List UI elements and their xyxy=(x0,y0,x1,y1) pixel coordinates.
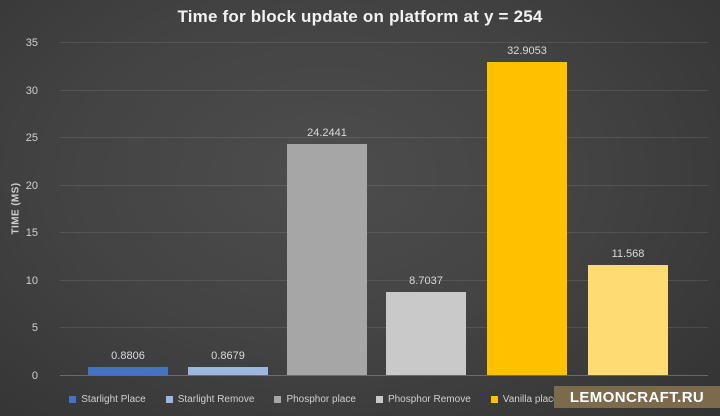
y-tick-label-35: 35 xyxy=(25,37,38,49)
bar-value-label-starlight-place: 0.8806 xyxy=(111,349,145,362)
legend-label: Phosphor place xyxy=(286,394,356,405)
bar-value-label-starlight-remove: 0.8679 xyxy=(211,349,245,362)
bar-phosphor-place xyxy=(287,144,367,375)
bar-starlight-place xyxy=(88,366,168,375)
watermark-badge: LEMONCRAFT.RU xyxy=(554,386,720,408)
y-axis-tick-labels: 0 5 10 15 20 25 30 35 xyxy=(0,0,42,416)
legend-marker-icon xyxy=(69,396,77,403)
gridline-5 xyxy=(60,327,708,329)
bar-vanilla-place xyxy=(487,61,567,375)
legend-marker-icon xyxy=(274,396,282,403)
legend-label: Starlight Place xyxy=(81,394,146,405)
legend-marker-icon xyxy=(375,396,383,403)
gridline-35 xyxy=(60,42,708,43)
legend-item-vanilla-place: Vanilla place xyxy=(490,394,559,405)
legend-item-starlight-remove: Starlight Remove xyxy=(165,394,255,405)
y-tick-label-10: 10 xyxy=(25,274,38,287)
y-tick-label-30: 30 xyxy=(25,84,38,97)
legend-item-phosphor-remove: Phosphor Remove xyxy=(375,394,471,405)
bar-value-label-series-6: 11.568 xyxy=(611,247,645,260)
legend-label: Starlight Remove xyxy=(177,394,255,405)
gridline-30 xyxy=(60,89,708,91)
bar-phosphor-remove xyxy=(386,292,466,375)
bar-value-label-vanilla-place: 32.9053 xyxy=(507,44,547,57)
plot-area: 0.8806 0.8679 24.2441 8.7037 32.9053 11.568 xyxy=(60,42,708,376)
legend-item-starlight-place: Starlight Place xyxy=(69,394,146,405)
gridline-0 xyxy=(60,375,708,376)
bar-series-6 xyxy=(588,264,668,375)
y-tick-label-5: 5 xyxy=(31,322,38,335)
gridline-10 xyxy=(60,279,708,281)
y-tick-label-25: 25 xyxy=(25,132,38,145)
gridline-25 xyxy=(60,137,708,139)
legend-label: Vanilla place xyxy=(502,394,559,405)
bar-value-label-phosphor-remove: 8.7037 xyxy=(409,275,443,288)
legend-marker-icon xyxy=(490,396,498,403)
y-tick-label-0: 0 xyxy=(31,370,38,382)
gridline-15 xyxy=(60,232,708,234)
legend-marker-icon xyxy=(165,396,173,403)
bar-value-label-phosphor-place: 24.2441 xyxy=(307,127,347,140)
legend-item-phosphor-place: Phosphor place xyxy=(274,394,356,405)
bar-starlight-remove xyxy=(188,366,268,375)
legend-label: Phosphor Remove xyxy=(387,394,471,405)
y-tick-label-15: 15 xyxy=(25,227,38,240)
gridline-20 xyxy=(60,184,708,186)
y-tick-label-20: 20 xyxy=(25,179,38,192)
chart-title: Time for block update on platform at y =… xyxy=(177,7,543,26)
